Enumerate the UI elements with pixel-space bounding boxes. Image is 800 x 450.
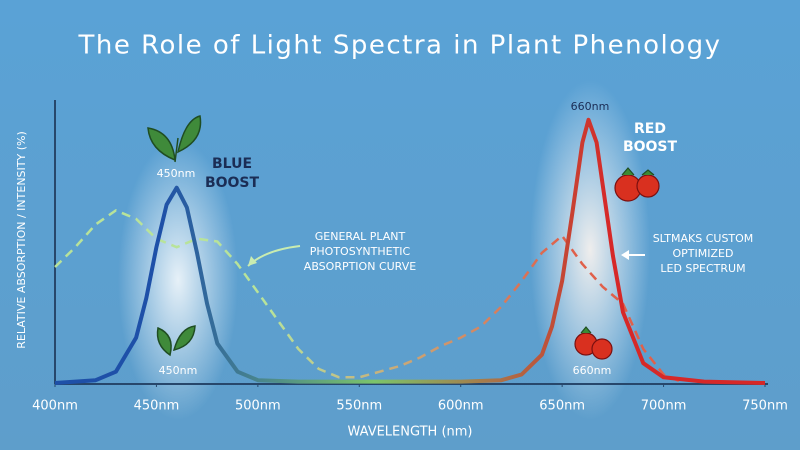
annotation: OPTIMIZED <box>673 247 734 260</box>
annotation: 450nm <box>157 167 196 180</box>
x-tick-label: 400nm <box>32 399 78 414</box>
annotation: LED SPECTRUM <box>660 262 745 275</box>
arrowhead <box>621 250 629 260</box>
leaf-icon <box>147 115 202 163</box>
annotation: BOOST <box>205 175 260 191</box>
x-axis-label: WAVELENGTH (nm) <box>348 425 473 440</box>
x-tick-label: 700nm <box>641 399 687 414</box>
annotation: BOOST <box>623 139 678 155</box>
x-tick-label: 550nm <box>336 399 382 414</box>
annotation: 660nm <box>573 364 612 377</box>
annotation: 660nm <box>571 100 610 113</box>
annotation: BLUE <box>212 156 252 172</box>
glow <box>530 80 650 420</box>
led-spectrum <box>54 117 766 385</box>
annotation: GENERAL PLANT <box>315 230 406 243</box>
annotation: SLTMAKS CUSTOM <box>653 232 754 245</box>
x-tick-label: 750nm <box>742 399 788 414</box>
chart-title: The Role of Light Spectra in Plant Pheno… <box>77 31 721 61</box>
leaf-icon <box>156 325 196 357</box>
annotation: ABSORPTION CURVE <box>304 260 416 273</box>
glow <box>118 140 238 420</box>
y-axis-label: RELATIVE ABSORPTION / INTENSITY (%) <box>15 131 28 349</box>
arrowhead <box>248 256 257 266</box>
tomato-icon <box>614 167 660 202</box>
x-tick-label: 500nm <box>235 399 281 414</box>
annotation: RED <box>634 121 666 137</box>
tomato-icon <box>574 326 613 360</box>
annotation: PHOTOSYNTHETIC <box>310 245 411 258</box>
x-tick-label: 600nm <box>438 399 484 414</box>
x-tick-label: 450nm <box>134 399 180 414</box>
x-tick-label: 650nm <box>539 399 585 414</box>
annotation: 450nm <box>159 364 198 377</box>
